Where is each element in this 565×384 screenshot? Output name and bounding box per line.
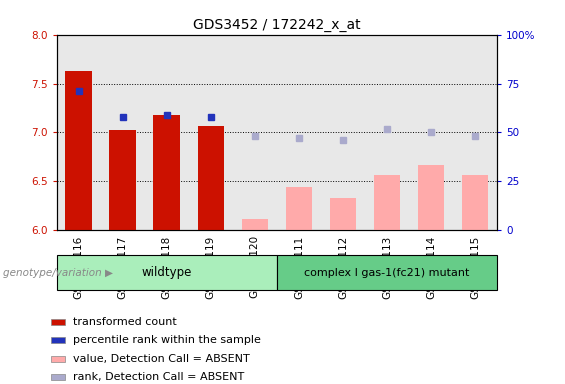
- Bar: [374, 175, 400, 230]
- Bar: [330, 198, 356, 230]
- Bar: [154, 115, 180, 230]
- Bar: [242, 218, 268, 230]
- Text: rank, Detection Call = ABSENT: rank, Detection Call = ABSENT: [73, 372, 245, 382]
- Text: value, Detection Call = ABSENT: value, Detection Call = ABSENT: [73, 354, 250, 364]
- Bar: [198, 126, 224, 230]
- Text: percentile rank within the sample: percentile rank within the sample: [73, 335, 262, 345]
- Text: transformed count: transformed count: [73, 317, 177, 327]
- Bar: [110, 129, 136, 230]
- Text: complex I gas-1(fc21) mutant: complex I gas-1(fc21) mutant: [305, 268, 470, 278]
- Bar: [66, 71, 92, 230]
- Text: wildtype: wildtype: [141, 266, 192, 279]
- Bar: [286, 187, 312, 230]
- Bar: [462, 175, 488, 230]
- Text: genotype/variation ▶: genotype/variation ▶: [3, 268, 113, 278]
- Bar: [418, 165, 444, 230]
- Title: GDS3452 / 172242_x_at: GDS3452 / 172242_x_at: [193, 18, 360, 32]
